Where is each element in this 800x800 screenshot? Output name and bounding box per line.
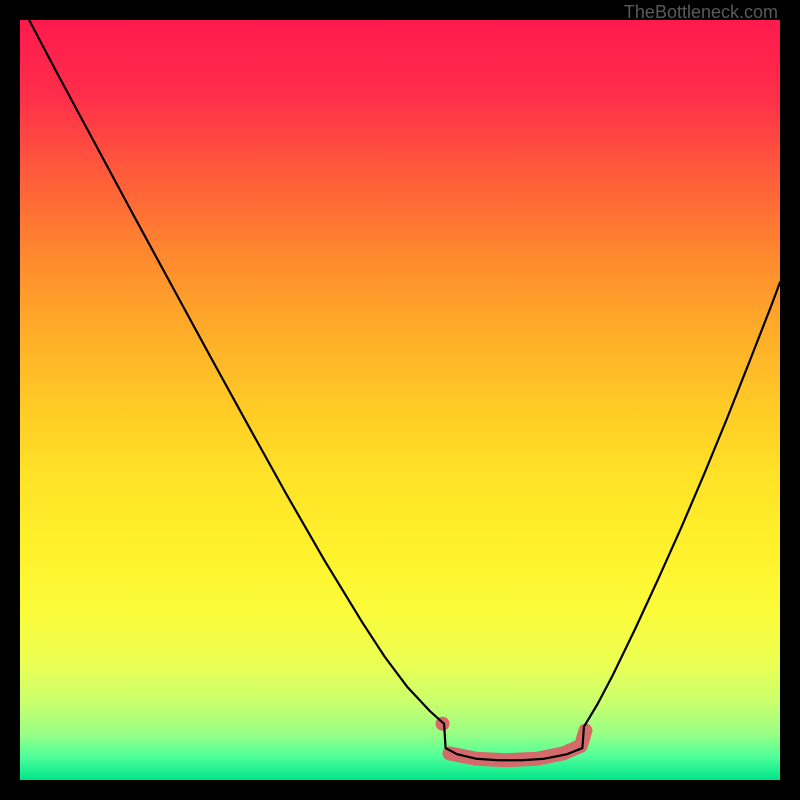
curve-layer [20, 20, 780, 780]
plot-area [20, 20, 780, 780]
bottleneck-curve [29, 20, 780, 760]
chart-container: TheBottleneck.com [0, 0, 800, 800]
highlight-segment [449, 731, 585, 761]
watermark-text: TheBottleneck.com [624, 2, 778, 23]
